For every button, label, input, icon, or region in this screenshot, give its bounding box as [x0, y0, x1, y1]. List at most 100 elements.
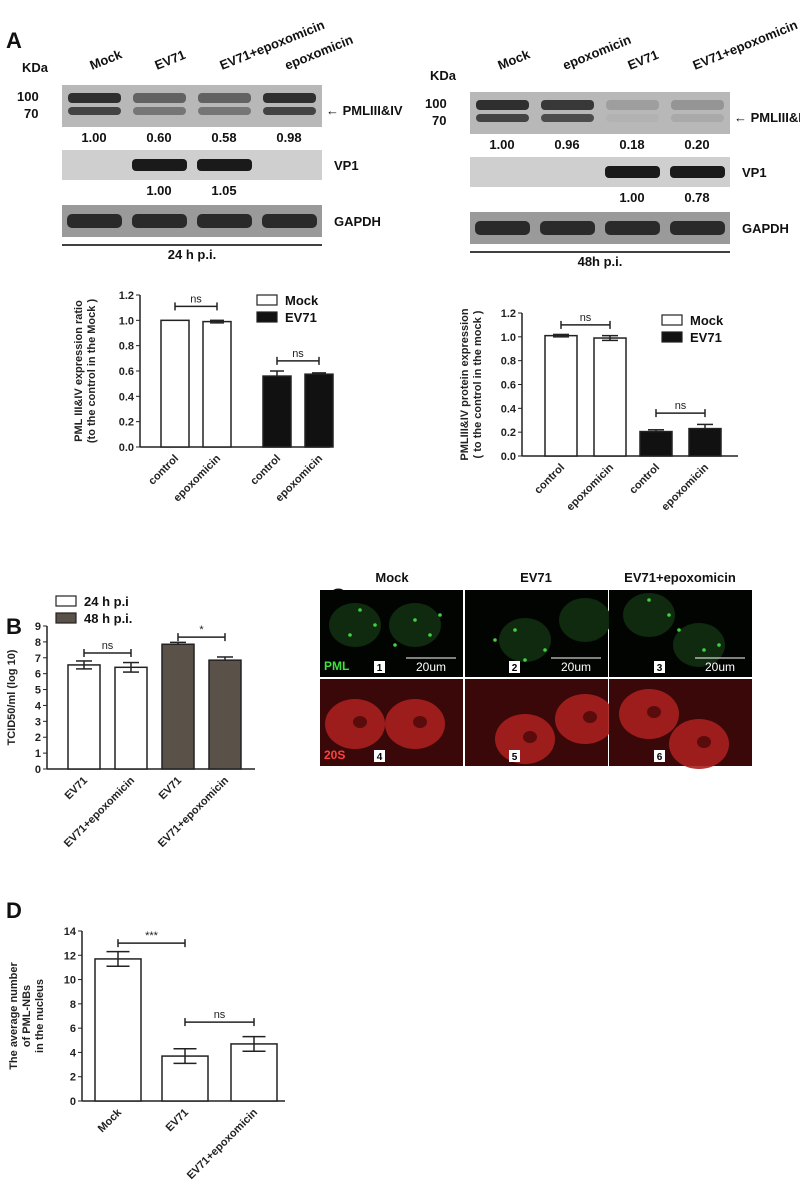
vp1-quant: 1.05 — [211, 183, 236, 198]
kda-label: KDa — [430, 68, 457, 83]
bar — [593, 337, 627, 457]
legend-label: Mock — [690, 313, 724, 328]
y-tick-label: 0.6 — [501, 380, 516, 392]
pml-band-label: ← PMLIII&IV — [734, 110, 800, 125]
pml-band — [133, 107, 186, 115]
bar — [639, 430, 673, 457]
pml-body — [717, 643, 721, 647]
vp1-label: VP1 — [334, 158, 359, 173]
lane-label: EV71+epoxomicin — [691, 17, 800, 73]
gapdh-band — [475, 221, 530, 235]
bar — [160, 319, 190, 448]
gapdh-label: GAPDH — [742, 221, 789, 236]
pml-body — [667, 613, 671, 617]
pml-quant: 1.00 — [81, 130, 106, 145]
pml-band — [68, 107, 121, 115]
scale-bar-label: 20um — [705, 660, 735, 674]
vp1-band — [605, 166, 660, 178]
column-label: EV71 — [520, 570, 552, 585]
pml-body — [702, 648, 706, 652]
x-tick-label: control — [146, 453, 181, 488]
pml-body — [438, 613, 442, 617]
y-tick-label: 0.6 — [119, 366, 134, 378]
pml-band — [198, 93, 251, 103]
panel-number-box — [509, 750, 520, 762]
y-axis-label: in the nucleus — [34, 979, 46, 1053]
bar — [208, 659, 242, 770]
nucleus-pml — [329, 603, 381, 647]
y-tick-label: 1.2 — [501, 308, 516, 320]
scale-bar-label: 20um — [416, 660, 446, 674]
nucleolus — [523, 731, 537, 743]
x-tick-label: control — [627, 462, 662, 497]
x-tick-label: control — [532, 462, 567, 497]
pml-quant: 0.60 — [146, 130, 171, 145]
pml-band — [198, 107, 251, 115]
pml-band-label: ← PMLIII&IV — [326, 103, 403, 118]
bar — [304, 373, 334, 448]
pml-quant: 0.20 — [684, 137, 709, 152]
nucleus-pml — [389, 603, 441, 647]
x-tick-label: epoxomicin — [564, 461, 616, 513]
panel-number-box — [654, 661, 665, 673]
panel-label-b: B — [6, 614, 22, 639]
pml-body — [358, 608, 362, 612]
y-tick-label: 0.2 — [119, 417, 134, 429]
significance-label: ns — [214, 1009, 226, 1021]
microscopy-panel: Mock EV71 EV71+epoxomicin 20um 1 PML 20um 2 20um… — [320, 570, 752, 769]
x-tick-label: Mock — [96, 1106, 125, 1135]
bar — [262, 375, 292, 448]
x-tick-label: epoxomicin — [659, 461, 711, 513]
significance-label: ns — [292, 348, 304, 360]
pml-quant: 0.96 — [554, 137, 579, 152]
vp1-label: VP1 — [742, 165, 767, 180]
chart-a-24h: 0.0 0.2 0.4 0.6 0.8 1.0 1.2 PML III&IV expressi… — [73, 290, 334, 504]
nucleolus — [583, 711, 597, 723]
pml-quant: 1.00 — [489, 137, 514, 152]
y-tick-label: 8 — [35, 637, 41, 649]
y-axis-label: PMLIII&IV protein expression — [459, 308, 471, 460]
pml-body — [493, 638, 497, 642]
significance-label: ns — [190, 293, 202, 305]
nucleus-pml — [623, 593, 675, 637]
pml-quant: 0.98 — [276, 130, 301, 145]
bar — [114, 666, 148, 770]
y-axis-label: TCID50/ml (log 10) — [6, 649, 18, 745]
y-axis-label: PML III&IV expression ratio — [73, 300, 85, 442]
panel-number: 5 — [512, 752, 518, 763]
significance-label: ns — [102, 640, 114, 652]
lane-label: EV71+epoxomicin — [218, 17, 327, 73]
gapdh-band — [540, 221, 595, 235]
y-tick-label: 4 — [35, 700, 42, 712]
y-tick-label: 8 — [70, 999, 76, 1011]
bar — [161, 643, 195, 770]
pml-band — [671, 114, 724, 122]
pml-body — [523, 658, 527, 662]
legend-swatch — [661, 314, 683, 326]
significance-label: * — [199, 624, 204, 636]
panel-number: 4 — [377, 752, 383, 763]
y-tick-label: 12 — [64, 950, 76, 962]
panel-number-box — [654, 750, 665, 762]
vp1-quant: 1.00 — [619, 190, 644, 205]
y-tick-label: 0 — [35, 764, 41, 776]
pml-body — [413, 618, 417, 622]
gapdh-band — [67, 214, 122, 228]
y-tick-label: 0.0 — [501, 451, 516, 463]
vp1-band — [670, 166, 725, 178]
nucleolus — [647, 706, 661, 718]
pml-band — [476, 100, 529, 110]
scale-bar-label: 20um — [561, 660, 591, 674]
y-tick-label: 0.4 — [119, 391, 135, 403]
pml-body — [543, 648, 547, 652]
pml-band — [541, 100, 594, 110]
x-tick-label: EV71 — [63, 775, 91, 803]
y-tick-label: 1.0 — [119, 315, 134, 327]
panel-number: 1 — [377, 663, 383, 674]
y-tick-label: 5 — [35, 685, 41, 697]
y-tick-label: 2 — [35, 732, 41, 744]
vp1-quant: 1.00 — [146, 183, 171, 198]
row-label: PML — [324, 659, 349, 673]
pml-quant: 0.58 — [211, 130, 236, 145]
y-tick-label: 1.2 — [119, 290, 134, 302]
